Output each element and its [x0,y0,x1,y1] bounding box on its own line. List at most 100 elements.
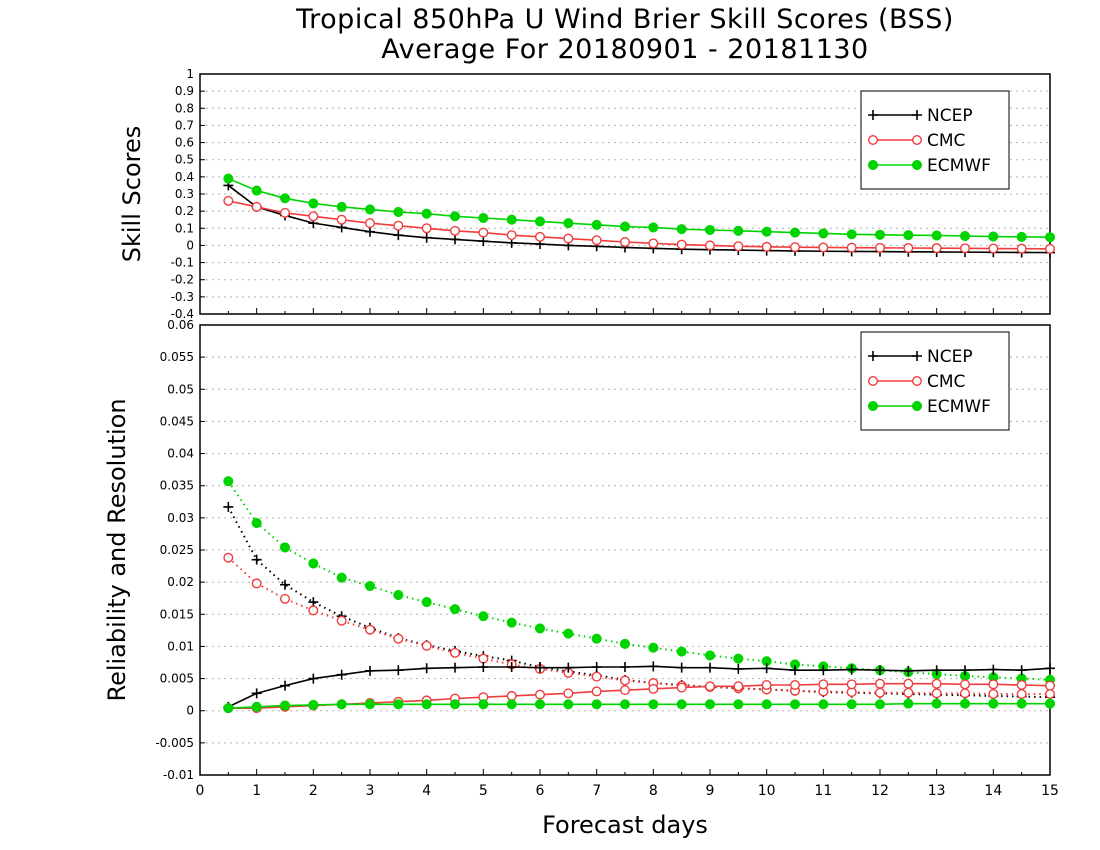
data-point-ecmwf [931,230,942,241]
data-point-ncep [875,665,885,676]
y-tick-label: 0.3 [175,187,194,201]
data-point-ncep [1016,665,1027,676]
data-point-ecmwf [704,650,716,661]
skill-scores-panel: -0.4 -0.3 -0.2 -0.1 0 0.1 0.2 0.3 0.4 0.5 0.6 0.7 0.… [118,67,1056,321]
data-point-cmc [931,688,942,699]
data-point-ecmwf [279,542,291,553]
data-point-ecmwf [336,201,347,212]
data-point-cmc [705,681,716,692]
data-point-ecmwf [704,224,716,236]
y-tick-label: 0.01 [167,639,194,653]
data-point-cmc [365,218,376,229]
y-tick-label: 0.6 [175,136,194,150]
data-point-ecmwf [251,517,262,529]
y-tick-label: 0.03 [167,511,194,525]
data-point-cmc [251,578,262,589]
data-point-ecmwf [874,229,886,240]
data-point-ecmwf [1016,231,1027,242]
y-tick-label: -0.1 [171,256,194,270]
chart-subtitle: Average For 20180901 - 20181130 [381,34,869,65]
legend-marker [912,376,923,387]
data-point-ecmwf [563,699,574,710]
y-axis-label: Reliability and Resolution [103,398,131,701]
data-point-cmc [535,231,546,242]
x-tick-label: 13 [928,783,946,799]
data-point-ncep [931,665,942,676]
legend-marker [911,400,923,412]
x-tick-label: 7 [592,783,601,799]
data-point-ncep [790,665,800,676]
data-point-ecmwf [619,699,631,710]
data-point-cmc [1016,680,1027,691]
data-point-cmc [421,640,432,651]
series-line-ncep [227,506,1051,699]
data-point-ecmwf [506,214,517,225]
data-point-ecmwf [648,642,659,653]
data-point-ncep [648,661,659,672]
data-point-ncep [251,554,262,565]
data-point-cmc [393,633,404,644]
data-point-ecmwf [421,699,432,710]
x-tick-label: 12 [871,783,889,799]
legend-marker [867,159,879,171]
data-point-ncep [308,673,319,684]
y-tick-label: 0.4 [175,170,194,184]
series-line-ecmwf [227,480,1051,681]
y-axis-label: Skill Scores [118,126,146,263]
data-point-ecmwf [393,206,404,218]
data-point-cmc [365,624,376,635]
data-point-cmc [1044,680,1055,691]
data-point-ncep [761,663,772,674]
data-point-ecmwf [676,699,687,710]
data-point-cmc [733,241,744,252]
data-point-cmc [393,220,404,231]
data-point-ncep [478,662,489,672]
data-point-ecmwf [591,633,602,644]
data-point-cmc [960,679,971,690]
data-point-ncep [535,662,545,673]
data-point-cmc [875,678,886,689]
data-point-ecmwf [846,229,857,240]
data-point-cmc [591,235,602,246]
data-point-ncep [846,664,857,675]
data-point-ecmwf [818,699,829,710]
data-point-ecmwf [478,699,489,710]
y-tick-label: 0.9 [175,84,194,98]
data-point-ecmwf [251,185,262,196]
x-tick-label: 15 [1041,783,1059,799]
data-point-cmc [336,615,347,626]
data-point-ecmwf [761,699,772,710]
data-point-ecmwf [619,638,631,649]
y-tick-label: 0.005 [160,672,194,686]
data-point-ecmwf [478,212,489,224]
data-point-cmc [506,690,517,701]
data-point-cmc [960,243,971,254]
data-point-ecmwf [449,604,461,615]
data-point-ecmwf [421,597,432,608]
data-point-ecmwf [874,699,886,710]
reliability-resolution-panel: -0.01 -0.005 0 0.005 0.01 0.015 0.02 0.025 0.03 0… [103,318,1059,799]
data-point-ncep [393,665,404,676]
data-point-cmc [450,647,461,658]
data-point-ecmwf [223,173,234,184]
x-axis-label: Forecast days [542,811,708,839]
data-point-ecmwf [279,700,291,711]
data-point-cmc [903,242,914,253]
data-point-ncep [818,665,829,676]
x-tick-label: 3 [366,783,375,799]
data-point-ncep [365,665,375,676]
data-point-ecmwf [704,699,716,710]
y-tick-label: 0.1 [175,221,194,235]
data-point-cmc [280,593,291,604]
data-point-ecmwf [223,703,234,714]
data-point-cmc [563,233,574,244]
data-point-ecmwf [676,646,687,657]
data-point-cmc [280,207,291,218]
data-point-ecmwf [733,653,744,664]
data-point-ecmwf [988,231,999,242]
x-tick-label: 0 [196,783,205,799]
data-point-ecmwf [959,698,971,709]
data-point-cmc [790,680,801,691]
y-tick-label: 0.015 [160,607,194,621]
